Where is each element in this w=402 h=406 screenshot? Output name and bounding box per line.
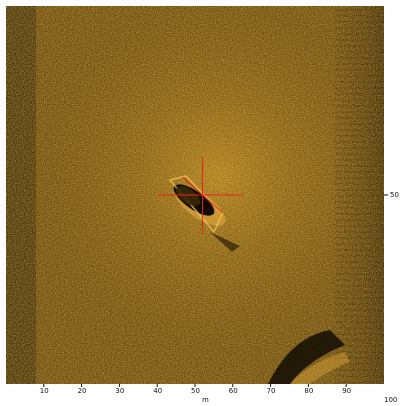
x-axis-unit-label: m — [202, 396, 209, 404]
x-tick-label: 70 — [266, 387, 276, 395]
x-tick-label: 30 — [115, 387, 125, 395]
x-tick-label: 60 — [228, 387, 238, 395]
x-tick-label: 20 — [77, 387, 87, 395]
x-tick-label: 50 — [191, 387, 200, 395]
crosshair-icon — [157, 157, 244, 235]
x-axis-ticks — [43, 384, 347, 387]
x-tick-label: 40 — [153, 387, 163, 395]
y-tick-label: 50 — [390, 191, 399, 199]
bottom-right-feature — [268, 330, 350, 384]
wreck-target — [168, 175, 240, 252]
x-tick-label: 10 — [39, 387, 49, 395]
x-tick-label: 80 — [304, 387, 314, 395]
x-tick-label: 90 — [342, 387, 352, 395]
x-axis-end-label: 100 — [384, 396, 398, 404]
